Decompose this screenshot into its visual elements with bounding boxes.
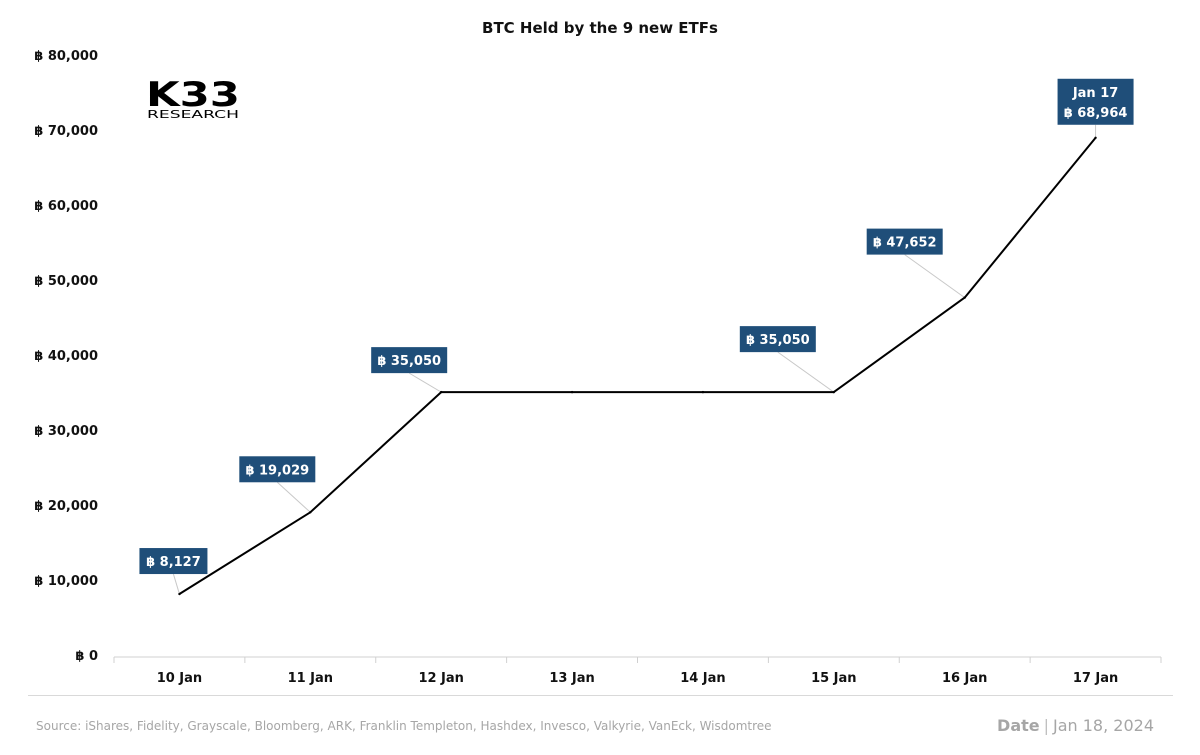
x-axis: 10 Jan 11 Jan 12 Jan 13 Jan 14 Jan 15 Jan 16 J… xyxy=(113,656,1162,686)
y-axis: ฿ 0 ฿ 10,000 ฿ 20,000 ฿ 30,000 ฿ 40,000 ฿ 50,… xyxy=(34,49,98,664)
date-block: Date | Jan 18, 2024 xyxy=(997,716,1154,735)
data-label-text: ฿ 68,964 xyxy=(1064,106,1128,121)
data-point xyxy=(1094,136,1097,139)
data-label-text: ฿ 35,050 xyxy=(746,333,810,348)
date-value: Jan 18, 2024 xyxy=(1053,716,1154,735)
data-label-box xyxy=(371,347,448,374)
logo-sub-text: RESEARCH xyxy=(147,108,239,121)
series-line xyxy=(178,137,1097,595)
source-note: Source: iShares, Fidelity, Grayscale, Bl… xyxy=(36,719,772,733)
data-point xyxy=(309,511,312,514)
data-point xyxy=(701,390,705,394)
data-label-box xyxy=(139,548,208,575)
data-label: ฿ 35,050 xyxy=(739,326,816,353)
logo-main-text: K33 xyxy=(146,75,240,115)
data-label-text: Jan 17 xyxy=(1072,86,1118,101)
data-label: ฿ 35,050 xyxy=(371,347,448,374)
y-tick-label: ฿ 50,000 xyxy=(34,274,98,289)
annotation-leaders xyxy=(172,124,1097,595)
data-label-box xyxy=(239,456,316,483)
x-tick-label: 11 Jan xyxy=(288,671,333,686)
k33-logo: K33 RESEARCH xyxy=(146,75,240,121)
data-annotations: ฿ 8,127 ฿ 19,029 ฿ 35,050 ฿ 35,050 ฿ 47,652 J… xyxy=(139,78,1134,575)
date-separator: | xyxy=(1043,716,1049,735)
y-tick-label: ฿ 60,000 xyxy=(34,199,98,214)
data-point xyxy=(178,592,181,596)
x-tick-label: 15 Jan xyxy=(811,671,856,686)
data-point xyxy=(439,390,443,394)
data-label: ฿ 47,652 xyxy=(866,228,943,255)
data-label-text: ฿ 8,127 xyxy=(146,555,201,570)
data-label-box xyxy=(1057,78,1134,125)
data-label: Jan 17 ฿ 68,964 xyxy=(1057,78,1134,125)
x-tick-label: 17 Jan xyxy=(1073,671,1118,686)
annotation-leader xyxy=(408,372,442,393)
data-label-text: ฿ 47,652 xyxy=(873,236,937,251)
chart-title: BTC Held by the 9 new ETFs xyxy=(482,19,718,37)
annotation-leader xyxy=(777,351,835,393)
data-label: ฿ 8,127 xyxy=(139,548,208,575)
series-layer xyxy=(178,136,1097,596)
data-point xyxy=(570,390,574,394)
y-tick-label: ฿ 10,000 xyxy=(34,574,98,589)
annotation-leader xyxy=(904,254,965,299)
x-tick-label: 14 Jan xyxy=(680,671,725,686)
x-tick-label: 16 Jan xyxy=(942,671,987,686)
data-point xyxy=(963,296,966,299)
y-tick-label: ฿ 40,000 xyxy=(34,349,98,364)
annotation-leader xyxy=(172,573,180,595)
date-label: Date xyxy=(997,716,1040,735)
x-tick-label: 13 Jan xyxy=(549,671,594,686)
data-label: ฿ 19,029 xyxy=(239,456,316,483)
data-label-text: ฿ 19,029 xyxy=(245,463,309,478)
line-chart: BTC Held by the 9 new ETFs K33 RESEARCH … xyxy=(34,19,1162,686)
y-tick-label: ฿ 20,000 xyxy=(34,499,98,514)
y-tick-label: ฿ 30,000 xyxy=(34,424,98,439)
annotation-leader xyxy=(276,481,311,513)
y-tick-label: ฿ 70,000 xyxy=(34,124,98,139)
data-label-box xyxy=(739,326,816,353)
y-tick-label: ฿ 0 xyxy=(75,649,98,664)
y-tick-label: ฿ 80,000 xyxy=(34,49,98,64)
x-tick-label: 12 Jan xyxy=(418,671,463,686)
data-label-box xyxy=(866,228,943,255)
data-label-text: ฿ 35,050 xyxy=(377,354,441,369)
footer-divider xyxy=(28,695,1173,696)
x-tick-label: 10 Jan xyxy=(157,671,202,686)
data-point xyxy=(832,390,836,394)
